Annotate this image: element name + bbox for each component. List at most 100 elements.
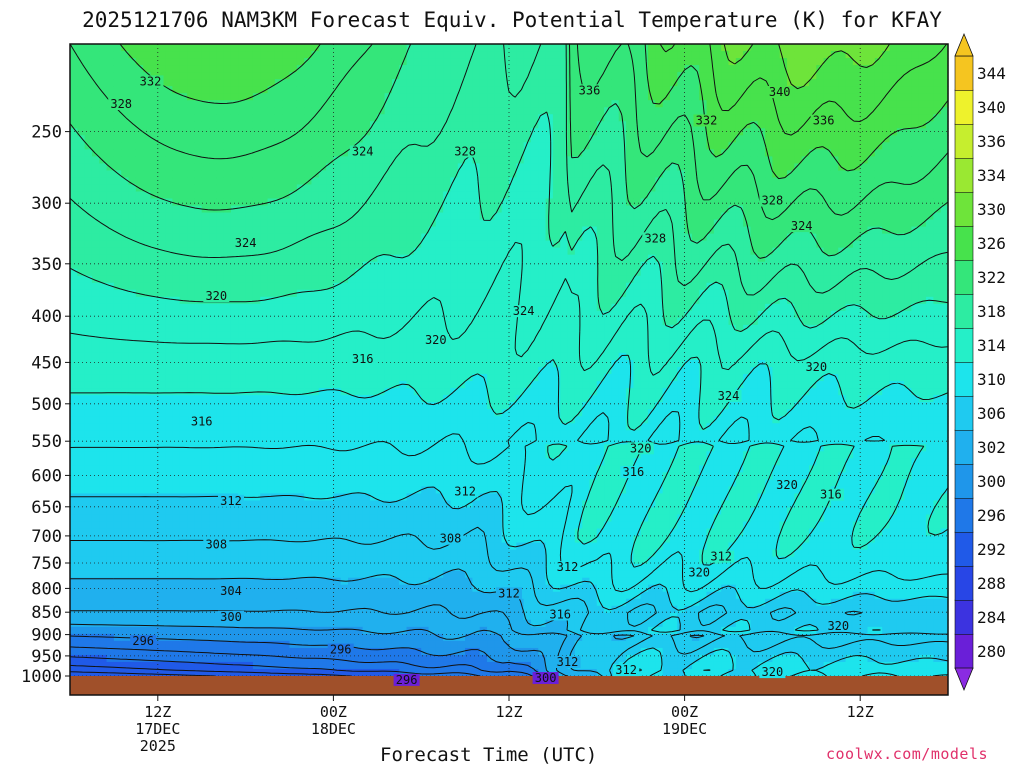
field-cell [172, 500, 181, 509]
field-cell [77, 535, 86, 544]
field-cell [267, 86, 276, 94]
field-cell [384, 388, 393, 396]
field-cell [91, 444, 100, 452]
field-cell [428, 556, 437, 565]
field-cell [113, 612, 122, 621]
field-cell [91, 556, 100, 565]
field-cell [187, 219, 195, 228]
field-cell [209, 388, 217, 396]
field-cell [260, 437, 269, 445]
field-cell [399, 114, 408, 122]
field-cell [274, 528, 283, 537]
field-cell [113, 437, 122, 445]
field-cell [165, 163, 174, 171]
field-cell [128, 310, 137, 319]
field-cell [179, 331, 188, 340]
field-cell [362, 556, 371, 565]
field-cell [355, 247, 364, 256]
field-cell [450, 58, 459, 66]
field-cell [282, 647, 291, 656]
field-cell [362, 570, 371, 579]
field-cell [391, 198, 400, 207]
field-cell [333, 395, 342, 403]
field-cell [252, 360, 261, 368]
field-cell [179, 345, 188, 354]
field-cell [99, 226, 108, 235]
field-cell [99, 598, 108, 607]
field-cell [450, 212, 459, 221]
field-cell [384, 58, 393, 66]
field-cell [333, 184, 342, 193]
field-cell [369, 479, 378, 487]
field-cell [84, 352, 93, 361]
field-cell [435, 647, 444, 656]
field-cell [84, 360, 93, 368]
field-cell [99, 521, 108, 530]
field-cell [135, 303, 144, 312]
field-cell [296, 563, 305, 572]
field-cell [391, 79, 400, 87]
field-cell [106, 51, 115, 59]
field-cell [194, 107, 203, 115]
field-cell [282, 654, 291, 663]
field-cell [384, 549, 393, 558]
field-cell [274, 668, 283, 677]
field-cell [311, 121, 320, 129]
field-cell [282, 416, 291, 424]
field-cell [238, 226, 247, 235]
field-cell [223, 345, 232, 354]
field-cell [165, 521, 174, 530]
field-cell [282, 402, 291, 410]
field-cell [91, 219, 100, 228]
field-cell [428, 367, 437, 375]
field-cell [194, 640, 203, 649]
field-cell [377, 226, 386, 235]
field-cell [435, 198, 444, 207]
field-cell [179, 598, 188, 607]
field-cell [70, 142, 78, 150]
field-cell [150, 282, 159, 291]
field-cell [399, 507, 408, 516]
field-cell [230, 528, 239, 537]
field-cell [91, 177, 100, 186]
field-cell [230, 458, 239, 466]
field-cell [179, 472, 188, 480]
field-cell [384, 465, 393, 473]
field-cell [435, 289, 444, 298]
field-cell [304, 661, 313, 670]
field-cell [252, 226, 261, 235]
field-cell [391, 367, 400, 375]
field-cell [362, 402, 371, 410]
field-cell [318, 409, 327, 417]
field-cell [216, 430, 225, 438]
field-cell [179, 668, 188, 677]
field-cell [391, 58, 400, 66]
field-cell [391, 135, 400, 143]
field-cell [121, 402, 130, 410]
field-cell [143, 226, 152, 235]
field-cell [274, 282, 283, 291]
field-cell [282, 570, 291, 579]
field-cell [179, 107, 188, 115]
field-cell [230, 507, 239, 516]
field-cell [157, 233, 166, 242]
field-cell [216, 275, 225, 284]
field-cell [435, 556, 444, 565]
field-cell [348, 598, 356, 607]
field-cell [384, 317, 393, 326]
field-cell [128, 402, 137, 410]
field-cell [289, 44, 298, 52]
field-cell [443, 226, 452, 235]
field-cell [84, 472, 93, 480]
field-cell [77, 619, 86, 628]
field-cell [106, 345, 115, 354]
field-cell [267, 352, 276, 361]
field-cell [355, 437, 364, 445]
field-cell [333, 86, 342, 94]
field-cell [157, 605, 166, 614]
field-cell [143, 654, 152, 663]
field-cell [326, 149, 334, 157]
field-cell [187, 388, 195, 396]
field-cell [201, 549, 210, 558]
field-cell [421, 549, 430, 558]
